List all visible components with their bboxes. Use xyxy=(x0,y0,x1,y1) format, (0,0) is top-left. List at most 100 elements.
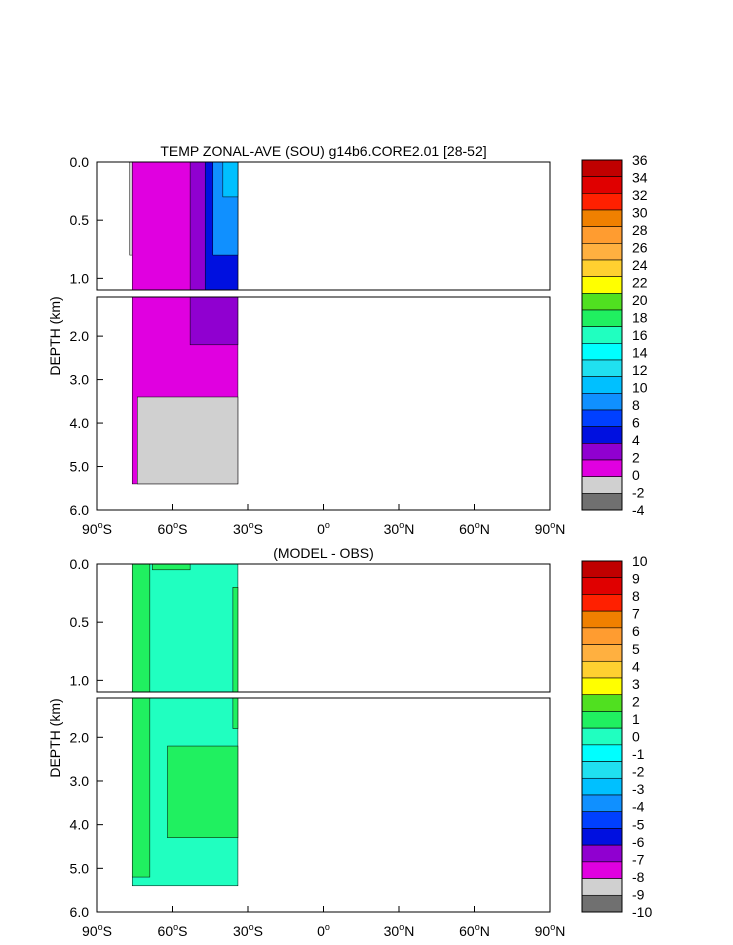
colorbar-label: 9 xyxy=(632,571,640,587)
colorbar-label: 22 xyxy=(632,275,648,291)
colorbar-swatch xyxy=(581,861,623,879)
x-tick-number: 60 xyxy=(459,521,475,537)
chart-title: TEMP ZONAL-AVE (SOU) g14b6.CORE2.01 [28-… xyxy=(160,143,486,159)
colorbar-swatch xyxy=(581,894,623,913)
x-tick-label: 0o xyxy=(317,922,330,939)
colorbar-swatch xyxy=(581,409,623,427)
colorbar-swatch xyxy=(581,493,623,511)
colorbar-label: -7 xyxy=(632,851,645,867)
chart-title: (MODEL - OBS) xyxy=(273,545,374,561)
colorbar-swatch xyxy=(581,176,623,194)
y-tick-label: 3.0 xyxy=(70,372,90,388)
colorbar-label: 5 xyxy=(632,641,640,657)
colorbar-swatch xyxy=(581,744,623,762)
colorbar-label: 34 xyxy=(632,170,648,186)
x-tick-label: 90oS xyxy=(82,922,112,939)
colorbar-swatch xyxy=(581,878,623,896)
colorbar-swatch xyxy=(581,577,623,595)
x-tick-number: 0 xyxy=(317,923,325,939)
x-tick-label: 60oS xyxy=(158,922,188,939)
colorbar-label: 4 xyxy=(632,658,640,674)
y-tick-label: 6.0 xyxy=(70,904,90,920)
x-tick-label: 30oS xyxy=(233,520,263,537)
degree-sign: o xyxy=(249,922,254,932)
colorbar-label: -2 xyxy=(632,764,645,780)
x-tick-label: 90oN xyxy=(535,520,566,537)
colorbar-swatch xyxy=(581,627,623,645)
colorbar-swatch xyxy=(581,376,623,394)
degree-sign: o xyxy=(550,520,555,530)
colorbar-label: 8 xyxy=(632,588,640,604)
colorbar-swatch xyxy=(581,293,623,311)
x-tick-hemisphere: N xyxy=(480,923,490,939)
colorbar-swatch xyxy=(581,644,623,662)
y-tick-label: 6.0 xyxy=(70,502,90,518)
colorbar-swatch xyxy=(581,777,623,796)
y-tick-label: 5.0 xyxy=(70,459,90,475)
colorbar-label: 10 xyxy=(632,380,648,396)
colorbar-swatch xyxy=(581,660,623,679)
x-tick-label: 60oS xyxy=(158,520,188,537)
colorbar-swatch xyxy=(581,159,623,177)
degree-sign: o xyxy=(475,922,480,932)
plot-frame-upper xyxy=(96,563,551,693)
x-tick-number: 30 xyxy=(233,923,249,939)
x-tick-hemisphere: N xyxy=(555,521,565,537)
contour-region xyxy=(189,296,239,346)
x-tick-label: 90oN xyxy=(535,922,566,939)
colorbar-label: 32 xyxy=(632,187,648,203)
colorbar-frame xyxy=(581,560,623,913)
x-tick-number: 0 xyxy=(317,521,325,537)
x-tick-number: 30 xyxy=(233,521,249,537)
x-tick-number: 90 xyxy=(535,521,551,537)
colorbar-label: -9 xyxy=(632,886,645,902)
y-axis-label: DEPTH (km) xyxy=(47,296,63,375)
contour-region xyxy=(152,563,191,571)
x-tick-label: 90oS xyxy=(82,520,112,537)
degree-sign: o xyxy=(475,520,480,530)
colorbar-label: -2 xyxy=(632,485,645,501)
contour-region xyxy=(232,697,239,729)
colorbar-swatch xyxy=(581,243,623,261)
degree-sign: o xyxy=(173,922,178,932)
x-tick-hemisphere: S xyxy=(178,521,187,537)
colorbar-swatch xyxy=(581,209,623,227)
contour-region xyxy=(222,161,239,198)
colorbar-label: -10 xyxy=(632,904,652,920)
degree-sign: o xyxy=(98,922,103,932)
colorbar-label: -4 xyxy=(632,502,645,518)
colorbar-label: -5 xyxy=(632,816,645,832)
colorbar-swatch xyxy=(581,459,623,477)
temperature-panel: TEMP ZONAL-AVE (SOU) g14b6.CORE2.01 [28-… xyxy=(47,143,648,537)
colorbar-swatch xyxy=(581,443,623,461)
y-tick-label: 1.0 xyxy=(70,270,90,286)
degree-sign: o xyxy=(399,922,404,932)
y-tick-label: 3.0 xyxy=(70,773,90,789)
colorbar-label: 3 xyxy=(632,676,640,692)
colorbar-label: 30 xyxy=(632,205,648,221)
y-tick-label: 2.0 xyxy=(70,729,90,745)
colorbar-swatch xyxy=(581,711,623,729)
x-tick-number: 60 xyxy=(158,923,174,939)
colorbar-label: 8 xyxy=(632,397,640,413)
colorbar-label: 26 xyxy=(632,240,648,256)
x-tick-label: 0o xyxy=(317,520,330,537)
x-tick-hemisphere: N xyxy=(404,923,414,939)
degree-sign: o xyxy=(249,520,254,530)
colorbar-label: 14 xyxy=(632,345,648,361)
x-tick-number: 90 xyxy=(535,923,551,939)
colorbar-swatch xyxy=(581,761,623,779)
x-tick-hemisphere: S xyxy=(254,923,263,939)
degree-sign: o xyxy=(399,520,404,530)
y-axis-label: DEPTH (km) xyxy=(47,698,63,777)
contour-region xyxy=(232,587,239,693)
colorbar-swatch xyxy=(581,828,623,846)
colorbar-swatch xyxy=(581,811,623,829)
x-tick-number: 30 xyxy=(384,521,400,537)
colorbar-swatch xyxy=(581,343,623,361)
x-tick-label: 30oN xyxy=(384,922,415,939)
y-tick-label: 2.0 xyxy=(70,328,90,344)
colorbar-swatch xyxy=(581,226,623,244)
colorbar-swatch xyxy=(581,326,623,344)
colorbar-swatch xyxy=(581,677,623,696)
